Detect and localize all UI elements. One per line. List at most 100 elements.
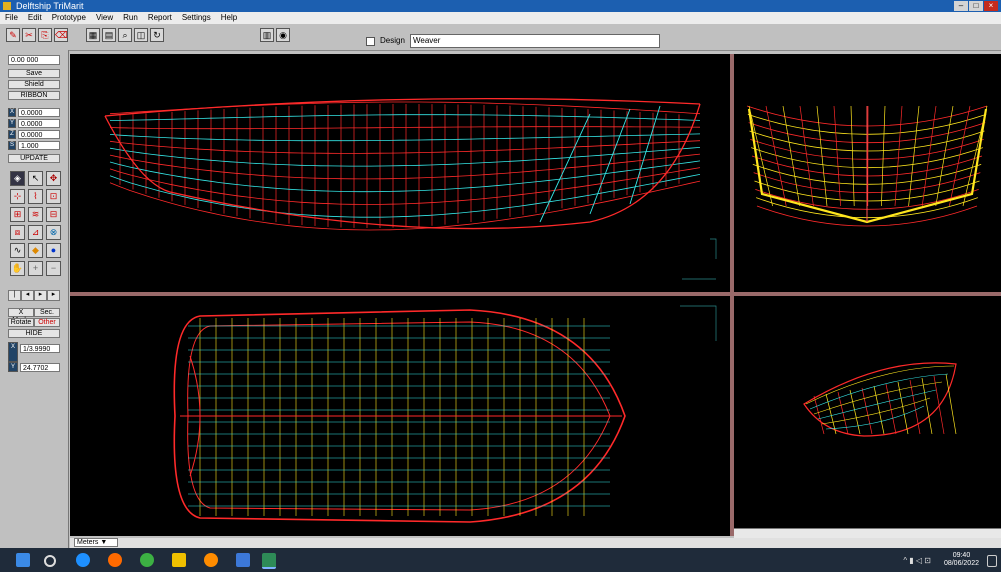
other-button[interactable]: Other: [34, 318, 60, 327]
menu-report[interactable]: Report: [147, 13, 172, 22]
last-icon[interactable]: ▸: [47, 290, 60, 301]
menu-edit[interactable]: Edit: [27, 13, 42, 22]
coord-x-field[interactable]: 1/3.9990: [20, 344, 60, 353]
move-icon[interactable]: ✥: [46, 171, 61, 186]
menu-file[interactable]: File: [5, 13, 18, 22]
waterline-icon[interactable]: ≋: [28, 207, 43, 222]
layers-icon[interactable]: ▤: [102, 28, 116, 42]
close-button[interactable]: ×: [984, 1, 998, 11]
first-icon[interactable]: |: [8, 290, 21, 301]
menu-run[interactable]: Run: [123, 13, 138, 22]
chrome-icon[interactable]: [140, 553, 154, 567]
select-icon[interactable]: ◈: [10, 171, 25, 186]
flow-icon[interactable]: ⊗: [46, 225, 61, 240]
profile-viewport[interactable]: [70, 54, 730, 292]
menu-view[interactable]: View: [95, 13, 114, 22]
profile-view-drawing: [104, 97, 717, 280]
pointer-icon[interactable]: ↖: [28, 171, 43, 186]
minimize-button[interactable]: –: [954, 1, 968, 11]
file-explorer-icon[interactable]: [172, 553, 186, 567]
zoom-in-icon[interactable]: +: [28, 261, 43, 276]
coord-y-icon: Y: [8, 362, 18, 372]
graph-icon[interactable]: ▥: [260, 28, 274, 42]
hand-icon[interactable]: ✋: [10, 261, 25, 276]
color-icon[interactable]: ●: [46, 243, 61, 258]
param-x-field[interactable]: 0.0000: [18, 108, 60, 117]
maximize-button[interactable]: □: [969, 1, 983, 11]
y-axis-icon: Y: [8, 119, 16, 128]
taskbar: ^ ▮ ◁ ⊡ 09:40 08/06/2022: [0, 548, 1001, 572]
firefox-icon[interactable]: [108, 553, 122, 567]
save-button[interactable]: Save: [8, 69, 60, 78]
edit-face-icon[interactable]: ⊡: [46, 189, 61, 204]
clock: 09:40 08/06/2022: [944, 552, 979, 568]
mirror-icon[interactable]: ⧈: [10, 225, 25, 240]
clock-time: 09:40: [952, 552, 971, 559]
search-icon[interactable]: [44, 555, 56, 567]
design-label: Design: [380, 36, 405, 45]
curve-icon[interactable]: ∿: [10, 243, 25, 258]
param-z-field[interactable]: 0.0000: [18, 130, 60, 139]
horizontal-splitter[interactable]: [70, 292, 1001, 296]
edge-browser-icon[interactable]: [76, 553, 90, 567]
system-tray[interactable]: ^ ▮ ◁ ⊡: [903, 556, 931, 565]
delftship-taskbar-icon[interactable]: [262, 553, 276, 569]
hide-button[interactable]: HIDE: [8, 329, 60, 338]
notifications-icon[interactable]: [987, 555, 997, 567]
cut-icon[interactable]: ✂: [22, 28, 36, 42]
menu-settings[interactable]: Settings: [181, 13, 211, 22]
edit-line-icon[interactable]: ⌇: [28, 189, 43, 204]
app-blue-icon[interactable]: [236, 553, 250, 567]
body-plan-drawing: [746, 105, 988, 227]
title-bar: Delftship TriMarit – □ ×: [0, 0, 1001, 12]
app-icon: [3, 2, 11, 10]
design-name-field[interactable]: Weaver: [410, 34, 660, 48]
paint-icon[interactable]: ◆: [28, 243, 43, 258]
ribbon-button[interactable]: RIBBON: [8, 91, 60, 100]
sec-button[interactable]: Sec.: [34, 308, 60, 317]
update-button[interactable]: UPDATE: [8, 154, 60, 163]
z-axis-icon: Z: [8, 130, 16, 139]
menu-help[interactable]: Help: [220, 13, 238, 22]
x-axis-icon: X: [8, 108, 16, 117]
buttock-icon[interactable]: ⊟: [46, 207, 61, 222]
scale-icon: S: [8, 141, 16, 150]
units-dropdown[interactable]: Meters ▼: [74, 538, 118, 547]
rotate-button[interactable]: Rotate: [8, 318, 34, 327]
coord-x-icon: X: [8, 342, 18, 362]
status-bar: [70, 538, 1001, 548]
paste-icon[interactable]: ⌫: [54, 28, 68, 42]
refresh-icon[interactable]: ↻: [150, 28, 164, 42]
window-title: Delftship TriMarit: [16, 1, 84, 11]
prev-icon[interactable]: ◂: [21, 290, 34, 301]
panels-icon[interactable]: ◫: [134, 28, 148, 42]
body-plan-viewport[interactable]: [734, 54, 1001, 292]
plan-viewport[interactable]: [70, 296, 730, 536]
app-orange-icon[interactable]: [204, 553, 218, 567]
windows-start-icon[interactable]: [16, 553, 30, 567]
design-checkbox[interactable]: [366, 37, 375, 46]
perspective-viewport[interactable]: [734, 296, 1001, 528]
next-icon[interactable]: ▸: [34, 290, 47, 301]
zoom-out-icon[interactable]: −: [46, 261, 61, 276]
horizontal-scrollbar[interactable]: [734, 528, 1001, 538]
x-mode-button[interactable]: X Mode: [8, 308, 34, 324]
new-icon[interactable]: ✎: [6, 28, 20, 42]
left-panel: 0.00 000 Save Shield RIBBON X 0.0000 Y 0…: [0, 50, 69, 548]
grid-view-icon[interactable]: ▦: [86, 28, 100, 42]
section-icon[interactable]: ⊞: [10, 207, 25, 222]
param-y-field[interactable]: 0.0000: [18, 119, 60, 128]
edit-point-icon[interactable]: ⊹: [10, 189, 25, 204]
clock-date: 08/06/2022: [943, 560, 979, 567]
shield-button[interactable]: Shield: [8, 80, 60, 89]
measure-icon[interactable]: ⊿: [28, 225, 43, 240]
hull-icon[interactable]: ◉: [276, 28, 290, 42]
copy-icon[interactable]: ⎘: [38, 28, 52, 42]
vertical-splitter[interactable]: [730, 54, 734, 536]
menu-prototype[interactable]: Prototype: [51, 13, 86, 22]
top-value-field[interactable]: 0.00 000: [8, 55, 60, 65]
menu-bar: File Edit Prototype View Run Report Settings He…: [0, 12, 1001, 24]
zoom-icon[interactable]: ⌕: [118, 28, 132, 42]
scale-field[interactable]: 1.000: [18, 141, 60, 150]
coord-y-field[interactable]: 24.7702: [20, 363, 60, 372]
